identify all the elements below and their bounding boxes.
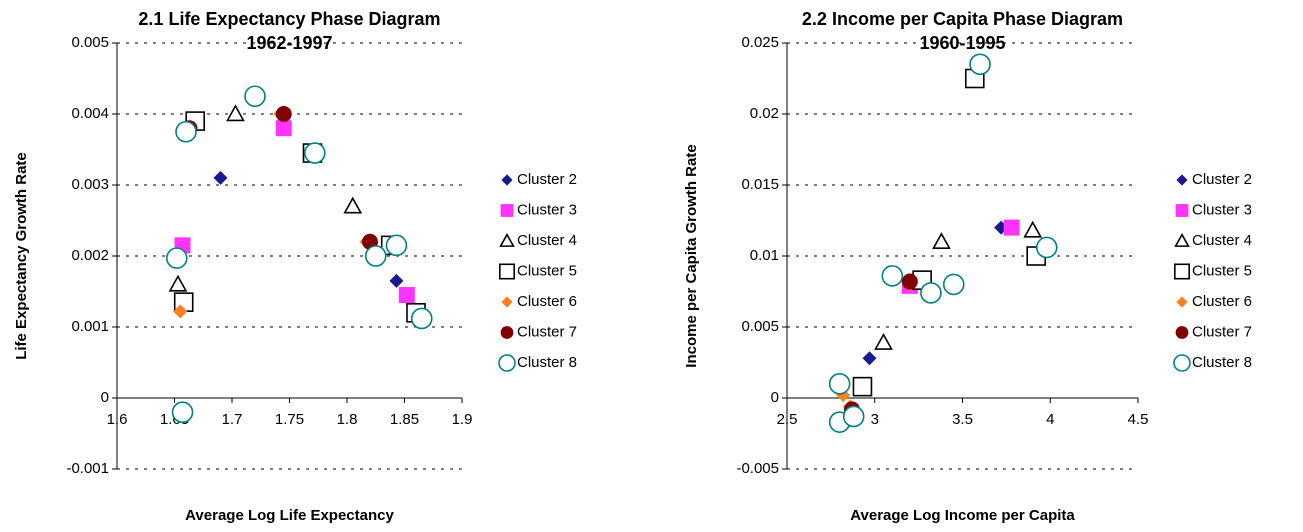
y-tick-label: 0.005 [71,34,109,51]
y-tick-label: 0.002 [71,247,109,264]
point [932,232,951,249]
point [398,287,415,304]
point [942,273,965,296]
y-tick-label: 0.003 [71,176,109,193]
legend-label: Cluster 8 [1192,354,1252,371]
y-tick-label: -0.001 [66,460,109,477]
legend-marker [499,232,515,247]
legend-marker [501,296,513,308]
y-tick-label: 0 [771,389,779,406]
x-tick-label: 4 [1046,411,1054,428]
legend-marker [1175,204,1189,217]
x-tick-label: 1.8 [337,411,358,428]
x-tick-label: 1.9 [452,411,473,428]
point [901,273,918,290]
point [842,405,865,428]
legend-label: Cluster 4 [517,232,577,249]
legend-marker [501,174,513,186]
point [173,304,188,319]
point [920,282,942,304]
legend-label: Cluster 4 [1192,232,1252,249]
y-tick-label: 0.02 [750,105,779,122]
point [244,85,266,108]
point [166,247,188,269]
x-tick-label: 2.5 [777,411,798,428]
legend-marker [1174,263,1191,280]
x-tick-label: 1.85 [390,411,419,428]
point [389,273,404,288]
y-axis-title: Income per Capita Growth Rate [683,144,700,367]
legend-label: Cluster 5 [517,262,577,279]
point [226,104,245,122]
x-tick-label: 1.6 [107,411,128,428]
point [828,372,851,395]
y-tick-label: 0.001 [71,318,109,335]
point [171,401,194,424]
legend-marker [498,354,516,372]
legend-marker [1176,296,1188,308]
legend-label: Cluster 7 [1192,323,1252,340]
y-axis-title: Life Expectancy Growth Rate [13,152,30,360]
chart-title: 2.2 Income per Capita Phase Diagram [802,9,1123,29]
point [364,245,387,267]
point [303,142,326,164]
legend-marker [500,204,514,217]
legend-marker [1173,354,1191,372]
chart-subtitle: 1960-1995 [919,33,1005,53]
point [1035,236,1058,259]
y-tick-label: 0.015 [741,176,779,193]
legend-label: Cluster 7 [517,323,577,340]
x-axis-title: Average Log Life Expectancy [185,507,394,524]
point [881,265,904,287]
legend-marker [1174,232,1190,247]
point [969,53,991,76]
point [874,332,893,350]
y-tick-label: 0 [101,389,109,406]
legend-label: Cluster 6 [1192,293,1252,310]
point [168,274,188,292]
y-tick-label: 0.01 [750,247,779,264]
y-tick-label: 0.025 [741,34,779,51]
legend-marker [1176,174,1188,186]
legend-marker [1175,326,1189,339]
point [275,106,292,122]
x-tick-label: 1.75 [275,411,304,428]
legend-label: Cluster 5 [1192,262,1252,279]
chart-title: 2.1 Life Expectancy Phase Diagram [138,9,440,29]
legend-marker [500,326,514,339]
x-tick-label: 3 [871,411,879,428]
point [385,234,408,257]
legend-label: Cluster 3 [1192,201,1252,218]
y-tick-label: -0.005 [736,460,779,477]
point [1023,220,1043,238]
y-tick-label: 0.004 [71,105,109,122]
x-tick-label: 3.5 [952,411,973,428]
legend-label: Cluster 3 [517,201,577,218]
point [862,351,877,366]
point [1003,219,1020,236]
point [852,376,873,397]
legend-label: Cluster 6 [517,293,577,310]
point [410,307,433,330]
legend-label: Cluster 8 [517,354,577,371]
point [343,196,363,214]
x-axis-title: Average Log Income per Capita [850,507,1075,524]
x-tick-label: 1.7 [222,411,243,428]
point [213,170,228,185]
point [175,120,197,143]
x-tick-label: 4.5 [1128,411,1149,428]
legend-label: Cluster 2 [1192,171,1252,188]
legend-label: Cluster 2 [517,171,577,188]
y-tick-label: 0.005 [741,318,779,335]
point [275,120,292,137]
legend-marker [498,263,515,280]
